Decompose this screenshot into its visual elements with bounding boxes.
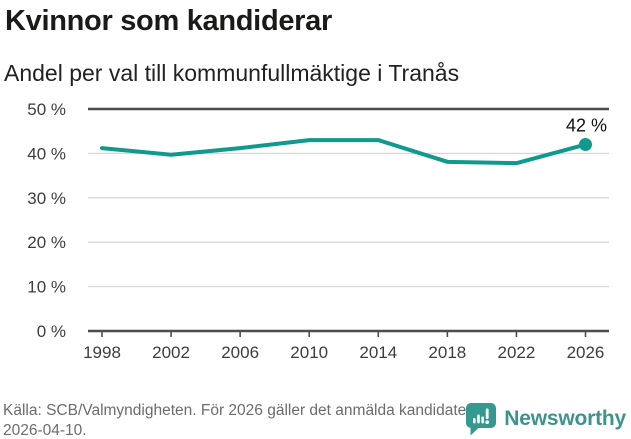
y-axis-tick-label: 10 % <box>27 278 66 297</box>
y-axis-tick-label: 40 % <box>27 144 66 163</box>
y-axis-tick-label: 0 % <box>37 322 66 341</box>
y-axis-tick-label: 20 % <box>27 233 66 252</box>
end-point-label: 42 % <box>566 116 607 136</box>
x-axis-tick-label: 2026 <box>567 343 605 362</box>
y-axis-tick-label: 30 % <box>27 189 66 208</box>
line-chart: 0 % 10 % 20 % 30 % 40 % 50 % 1998 2002 2006 2010 2… <box>27 100 609 362</box>
x-axis-tick-label: 2014 <box>359 343 397 362</box>
newsworthy-wordmark: Newsworthy <box>504 407 626 430</box>
x-axis-tick-label: 2018 <box>428 343 466 362</box>
data-line <box>100 138 588 166</box>
x-axis-tick-label: 2010 <box>290 343 328 362</box>
x-axis-tick-label: 2006 <box>221 343 259 362</box>
newsworthy-icon <box>466 403 497 436</box>
source-note: Källa: SCB/Valmyndigheten. För 2026 gäll… <box>3 402 472 439</box>
chart-title: Kvinnor som kandiderar <box>5 5 332 37</box>
chart-subtitle: Andel per val till kommunfullmäktige i T… <box>4 60 460 86</box>
x-axis-tick-label: 2022 <box>498 343 536 362</box>
x-axis-tick-label: 1998 <box>83 343 121 362</box>
x-axis-tick-label: 2002 <box>152 343 190 362</box>
y-axis-tick-label: 50 % <box>27 100 66 119</box>
end-point-dot <box>578 138 592 152</box>
newsworthy-logo: Newsworthy <box>465 402 626 436</box>
